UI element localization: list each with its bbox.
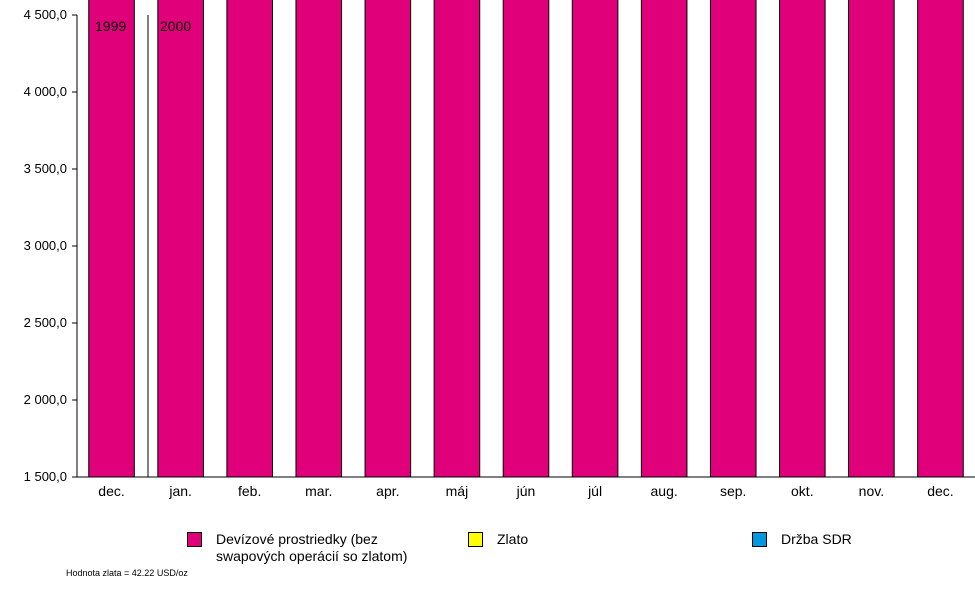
- bar-segment-devizove: [226, 0, 273, 478]
- y-tick-label: 4 000,0: [24, 84, 67, 99]
- bar-segment-devizove: [88, 0, 135, 478]
- x-tick-label: jún: [516, 483, 536, 499]
- gold-value-footnote: Hodnota zlata = 42.22 USD/oz: [66, 568, 188, 578]
- x-tick-label: mar.: [305, 483, 332, 499]
- y-axis-ticks: 1 500,0 2 000,0 2 500,0 3 000,0 3 500,0 4 000…: [24, 7, 77, 484]
- bar-segment-devizove: [779, 0, 826, 478]
- x-tick-label: sep.: [720, 483, 746, 499]
- bar-segment-devizove: [157, 0, 204, 478]
- y-tick-label: 3 500,0: [24, 161, 67, 176]
- x-axis-labels: dec. jan. feb. mar. apr. máj jún júl aug. sep. okt…: [98, 483, 953, 499]
- bar-segment-devizove: [433, 0, 481, 478]
- y-tick-label: 2 500,0: [24, 315, 67, 330]
- year-label-2000: 2000: [160, 18, 191, 34]
- year-label-1999: 1999: [95, 18, 126, 34]
- x-tick-label: feb.: [238, 483, 261, 499]
- x-tick-label: júl: [587, 483, 602, 499]
- bar-segment-devizove: [502, 0, 550, 478]
- bar-segment-devizove: [917, 0, 964, 478]
- x-tick-label: dec.: [98, 483, 124, 499]
- x-tick-label: máj: [446, 483, 469, 499]
- x-tick-label: aug.: [651, 483, 678, 499]
- bar-segment-devizove: [364, 0, 412, 478]
- bar-segment-devizove: [640, 0, 688, 478]
- y-tick-label: 1 500,0: [24, 469, 67, 484]
- bar-segment-devizove: [571, 0, 619, 478]
- x-tick-label: jan.: [168, 483, 192, 499]
- bar-segment-devizove: [295, 0, 343, 478]
- chart-bars: [88, 0, 964, 478]
- x-tick-label: dec.: [927, 483, 953, 499]
- x-tick-label: okt.: [791, 483, 814, 499]
- bar-segment-devizove: [709, 0, 757, 478]
- x-tick-label: apr.: [376, 483, 399, 499]
- x-tick-label: nov.: [859, 483, 884, 499]
- y-tick-label: 3 000,0: [24, 238, 67, 253]
- year-markers: 1999 2000: [95, 15, 191, 477]
- bar-segment-devizove: [848, 0, 895, 478]
- y-tick-label: 2 000,0: [24, 392, 67, 407]
- y-tick-label: 4 500,0: [24, 7, 67, 22]
